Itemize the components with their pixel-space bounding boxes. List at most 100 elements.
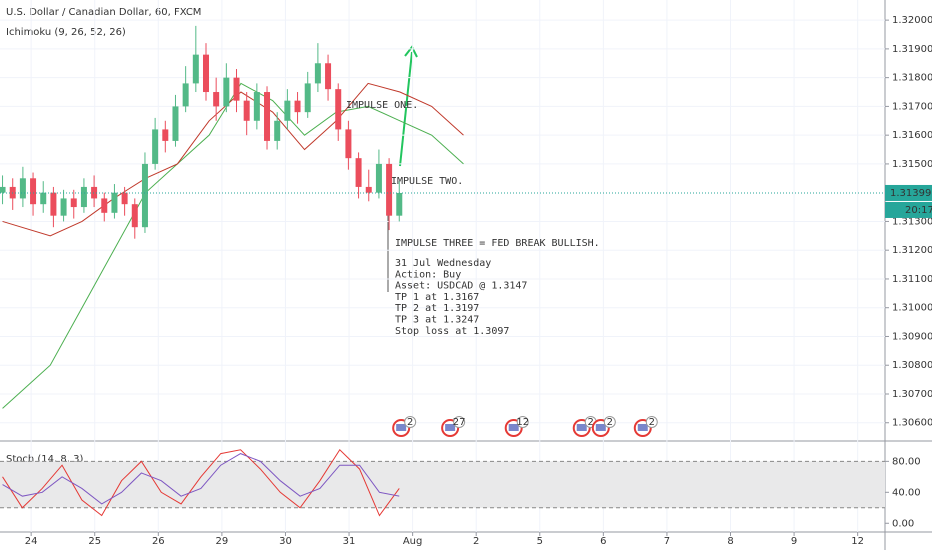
candle-body [304, 83, 311, 113]
arrow-head [404, 45, 418, 58]
event-flag [508, 424, 519, 431]
annotation: IMPULSE TWO. [391, 176, 463, 187]
x-tick-label: 31 [343, 536, 356, 547]
chart-title: U.S. Dollar / Canadian Dollar, 60, FXCM [6, 7, 201, 18]
last-price-box [885, 184, 932, 201]
y-tick-label: 1.31600 [892, 130, 932, 141]
candle-body [152, 129, 159, 164]
stoch-band [0, 461, 885, 508]
candle-body [294, 100, 301, 113]
x-tick-label: 6 [600, 536, 606, 547]
note-line: 31 Jul Wednesday [395, 258, 491, 269]
event-badge [516, 416, 529, 428]
note-title: IMPULSE THREE = FED BREAK BULLISH. [395, 238, 600, 249]
candle-body [375, 163, 382, 193]
countdown-box [885, 201, 932, 218]
x-tick-label: 29 [216, 536, 229, 547]
candle-body [253, 92, 260, 121]
candle-body [0, 186, 6, 193]
x-tick-label: 25 [88, 536, 101, 547]
note-line: TP 2 at 1.3197 [395, 303, 479, 314]
candle-body [365, 186, 372, 193]
candle-body [182, 83, 189, 107]
stoch-line [2, 453, 400, 505]
candle-body [264, 92, 271, 141]
ichimoku-span [2, 82, 464, 237]
stoch-y-tick-label: 80.00 [892, 456, 921, 467]
y-tick-label: 1.32000 [892, 15, 932, 26]
event-flag [396, 424, 407, 431]
candle-body [30, 178, 37, 205]
candle-body [284, 100, 291, 121]
candle-body [223, 77, 230, 107]
candle-body [70, 198, 77, 208]
y-tick-label: 1.30700 [892, 389, 932, 400]
event-count: 2 [588, 417, 594, 428]
candle-body [345, 129, 352, 159]
candle-body [121, 192, 128, 205]
y-tick-label: 1.31300 [892, 216, 932, 227]
candle-body [396, 192, 403, 216]
candle-body [213, 92, 220, 107]
note-line: Action: Buy [395, 269, 461, 280]
candle-body [325, 63, 332, 90]
stoch-label: Stoch (14, 8, 3) [6, 454, 83, 465]
candle-body [162, 129, 169, 141]
note-line: TP 3 at 1.3247 [395, 315, 479, 326]
candle-body [91, 186, 98, 199]
y-tick-label: 1.30600 [892, 418, 932, 429]
candle-body [192, 54, 199, 84]
x-tick-label: Aug [403, 536, 423, 547]
candle-body [141, 163, 148, 228]
event-badge [645, 416, 658, 428]
y-tick-label: 1.30900 [892, 331, 932, 342]
candle-body [355, 158, 362, 187]
ichimoku-span [2, 82, 464, 409]
event-count: 2 [649, 417, 655, 428]
arrow-shaft [399, 51, 413, 167]
event-badge [404, 416, 417, 428]
y-tick-label: 1.30800 [892, 360, 932, 371]
annotation: IMPULSE ONE. [346, 100, 418, 111]
event-flag [637, 424, 648, 431]
y-tick-label: 1.31900 [892, 44, 932, 55]
event-flag [595, 424, 606, 431]
candle-body [386, 163, 393, 216]
candle-body [274, 120, 281, 141]
y-tick-label: 1.31800 [892, 73, 932, 84]
y-tick-label: 1.31100 [892, 274, 932, 285]
x-tick-label: 9 [791, 536, 797, 547]
stoch-y-tick-label: 0.00 [892, 518, 914, 529]
event-count: 12 [516, 417, 529, 428]
x-tick-label: 8 [727, 536, 733, 547]
stoch-line [2, 448, 400, 517]
candle-body [233, 77, 240, 101]
candle-body [19, 178, 26, 199]
candle-body [111, 192, 118, 213]
x-tick-label: 12 [851, 536, 864, 547]
note-line: Asset: USDCAD @ 1.3147 [395, 281, 527, 292]
event-count: 2 [607, 417, 613, 428]
candle-body [314, 63, 321, 84]
x-tick-label: 26 [152, 536, 165, 547]
stoch-y-tick-label: 40.00 [892, 487, 921, 498]
candle-body [60, 198, 67, 216]
x-tick-label: 5 [537, 536, 543, 547]
y-tick-label: 1.31000 [892, 303, 932, 314]
x-tick-label: 2 [473, 536, 479, 547]
note-line: TP 1 at 1.3167 [395, 292, 479, 303]
candle-body [243, 100, 250, 121]
event-flag [445, 424, 456, 431]
indicator-label: Ichimoku (9, 26, 52, 26) [6, 27, 126, 38]
event-badge [603, 416, 616, 428]
countdown-label: 20:17 [905, 205, 932, 216]
event-count: 2 [407, 417, 413, 428]
event-flag [576, 424, 587, 431]
candle-body [101, 198, 108, 213]
y-tick-label: 1.31500 [892, 159, 932, 170]
x-tick-label: 7 [664, 536, 670, 547]
candle-body [131, 204, 138, 228]
